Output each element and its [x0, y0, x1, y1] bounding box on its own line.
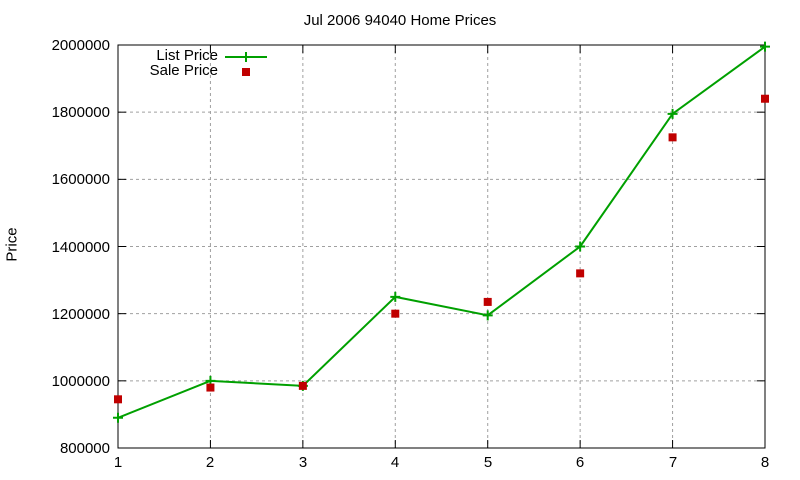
- sale-price-square-marker: [114, 395, 122, 404]
- list-price-plus-marker: [575, 241, 586, 252]
- y-tick-label: 1200000: [51, 306, 110, 323]
- sale-price-square-marker: [576, 269, 585, 278]
- x-tick-label: 7: [668, 454, 678, 471]
- x-tick-label: 1: [113, 454, 123, 471]
- list-price-plus-marker: [390, 291, 401, 302]
- y-tick-label: 1800000: [51, 104, 110, 121]
- sale-price-square-marker: [761, 94, 769, 103]
- x-tick-label: 5: [483, 454, 493, 471]
- x-tick-label: 3: [298, 454, 308, 471]
- list-price-plus-marker: [667, 108, 678, 119]
- list-price-plus-marker: [760, 41, 770, 52]
- sale-price-square-marker: [298, 381, 307, 390]
- legend-list-price-label: List Price: [156, 47, 218, 64]
- sale-price-square-marker: [483, 297, 492, 306]
- y-tick-label: 1400000: [51, 239, 110, 256]
- y-tick-label: 1600000: [51, 171, 110, 188]
- y-tick-label: 1000000: [51, 373, 110, 390]
- chart-title: Jul 2006 94040 Home Prices: [303, 12, 497, 29]
- sale-price-square-marker: [391, 309, 400, 318]
- sale-price-square-marker: [668, 133, 677, 142]
- y-axis-label: Price: [3, 227, 21, 262]
- x-tick-label: 2: [205, 454, 215, 471]
- legend-sale-price-label: Sale Price: [149, 62, 218, 79]
- list-price-plus-marker: [482, 310, 493, 321]
- legend-sale-price-square-icon: [242, 68, 250, 76]
- y-tick-label: 800000: [59, 440, 110, 457]
- sale-price-square-marker: [206, 383, 215, 392]
- x-tick-label: 4: [390, 454, 400, 471]
- x-tick-label: 6: [575, 454, 585, 471]
- list-price-plus-marker: [113, 412, 123, 423]
- y-tick-label: 2000000: [51, 37, 110, 54]
- plot-area-border: [117, 44, 766, 449]
- x-tick-label: 8: [760, 454, 770, 471]
- list-price-line: [117, 45, 766, 419]
